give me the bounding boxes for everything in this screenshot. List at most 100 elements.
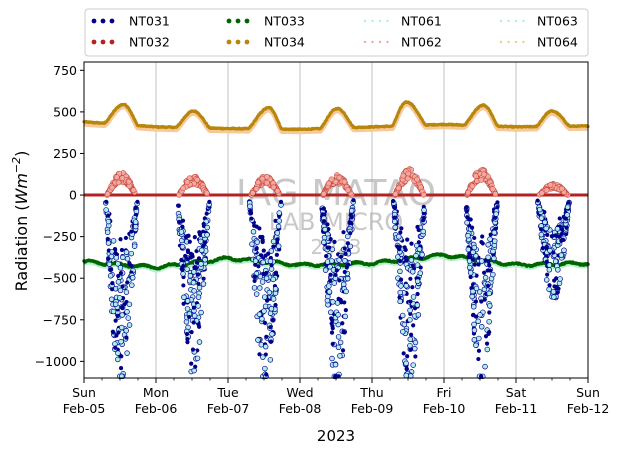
- point-NT061: [543, 277, 550, 283]
- point-NT061: [465, 232, 471, 239]
- point-NT061: [131, 243, 138, 249]
- x-axis-label: 2023: [317, 427, 355, 445]
- point-NT031: [343, 251, 348, 256]
- point-NT061: [255, 337, 261, 343]
- point-NT061: [115, 356, 121, 363]
- point-NT031: [248, 208, 253, 213]
- point-NT031: [127, 261, 132, 267]
- point-NT061: [178, 229, 185, 235]
- point-NT031: [484, 341, 490, 346]
- point-NT031: [344, 265, 349, 270]
- point-NT061: [249, 241, 255, 247]
- legend-marker: [371, 19, 374, 23]
- point-NT061: [410, 269, 416, 275]
- point-NT061: [478, 323, 485, 330]
- point-NT061: [400, 328, 406, 335]
- point-NT061: [407, 336, 413, 343]
- point-NT031: [333, 272, 338, 278]
- point-NT031: [124, 335, 129, 340]
- point-NT061: [270, 276, 276, 283]
- point-NT031: [466, 216, 471, 222]
- x-tick-label-date: Feb-12: [567, 401, 610, 416]
- point-NT061: [337, 353, 343, 359]
- point-NT061: [123, 249, 130, 255]
- point-NT062: [469, 183, 476, 190]
- point-NT031: [409, 241, 414, 246]
- point-NT062: [492, 191, 499, 197]
- x-tick-label-day: Tue: [216, 385, 239, 400]
- point-NT061: [397, 289, 403, 296]
- point-NT031: [338, 297, 343, 302]
- legend-marker: [109, 18, 115, 24]
- legend-marker: [378, 40, 382, 44]
- point-NT061: [257, 285, 263, 291]
- point-NT031: [488, 268, 493, 273]
- point-NT061: [191, 288, 197, 294]
- point-NT031: [135, 199, 140, 204]
- point-NT031: [551, 250, 556, 255]
- point-NT031: [110, 281, 115, 286]
- point-NT061: [260, 354, 266, 360]
- point-NT031: [185, 233, 190, 239]
- point-NT031: [273, 302, 278, 308]
- legend-label: NT064: [537, 35, 578, 50]
- point-NT061: [106, 261, 113, 267]
- point-NT031: [186, 314, 192, 320]
- legend-marker: [363, 19, 367, 23]
- point-NT061: [413, 252, 419, 259]
- point-NT061: [403, 283, 410, 289]
- y-tick-label: −500: [43, 271, 77, 286]
- point-NT031: [470, 257, 475, 262]
- point-NT031: [123, 235, 129, 241]
- point-NT062: [249, 190, 256, 196]
- point-NT061: [123, 289, 130, 295]
- point-NT031: [559, 231, 564, 237]
- legend-marker: [244, 39, 250, 45]
- point-NT061: [486, 318, 492, 325]
- point-NT061: [471, 244, 478, 251]
- point-NT061: [344, 275, 351, 282]
- point-NT061: [107, 273, 114, 279]
- point-NT031: [274, 252, 279, 257]
- point-NT062: [109, 184, 115, 191]
- point-NT031: [413, 354, 418, 359]
- point-NT062: [538, 190, 545, 196]
- point-NT031: [402, 245, 407, 250]
- x-tick-label-date: Feb-10: [423, 401, 466, 416]
- point-NT061: [561, 247, 567, 253]
- point-NT061: [115, 350, 121, 356]
- point-NT061: [486, 290, 492, 297]
- point-NT062: [404, 175, 411, 182]
- x-tick-label-day: Wed: [286, 385, 313, 400]
- point-NT031: [192, 234, 197, 240]
- point-NT031: [411, 323, 416, 328]
- point-NT061: [132, 219, 139, 225]
- point-NT061: [198, 309, 204, 316]
- x-axis: SunFeb-05MonFeb-06TueFeb-07WedFeb-08ThuF…: [63, 378, 610, 416]
- point-NT061: [322, 226, 328, 233]
- point-NT031: [476, 356, 481, 362]
- point-NT031: [487, 262, 492, 268]
- point-NT031: [176, 203, 181, 208]
- point-NT031: [392, 205, 398, 210]
- point-NT061: [421, 207, 427, 213]
- legend-marker: [109, 39, 115, 45]
- point-NT061: [180, 271, 186, 277]
- point-NT061: [253, 291, 260, 297]
- point-NT031: [273, 271, 278, 276]
- point-NT031: [321, 219, 327, 224]
- legend-marker: [235, 39, 241, 45]
- point-NT031: [125, 280, 130, 285]
- point-NT061: [184, 298, 191, 304]
- point-NT061: [117, 287, 124, 294]
- point-NT031: [185, 257, 190, 262]
- point-NT031: [327, 278, 333, 284]
- point-NT061: [184, 306, 191, 312]
- point-NT031: [268, 339, 274, 344]
- point-NT061: [542, 219, 548, 226]
- point-NT061: [124, 256, 131, 262]
- point-NT061: [126, 322, 133, 328]
- point-NT061: [199, 247, 205, 254]
- point-NT061: [482, 274, 489, 281]
